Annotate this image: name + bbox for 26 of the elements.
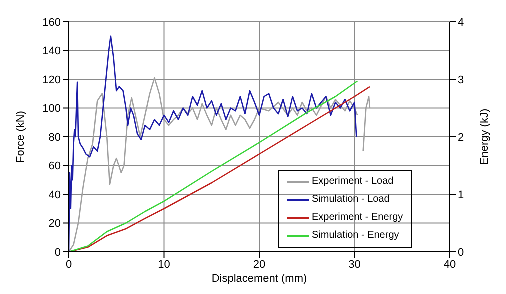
x-tick-label: 10	[158, 258, 170, 271]
y-tick-label: 60	[48, 160, 61, 173]
y-axis-title: Force (kN)	[14, 111, 27, 163]
y-tick-label: 140	[42, 46, 61, 58]
y-tick-label: 160	[42, 16, 61, 29]
x-tick-label: 30	[348, 258, 361, 271]
y2-tick-label: 1	[458, 189, 464, 202]
y2-tick-label: 3	[458, 74, 464, 86]
legend-label: Experiment - Load	[312, 175, 394, 189]
legend-label: Simulation - Energy	[312, 229, 400, 243]
legend-label: Experiment - Energy	[312, 211, 404, 225]
y-tick-label: 40	[48, 189, 61, 202]
x-tick-label: 20	[253, 258, 266, 271]
x-tick-label: 40	[444, 258, 456, 271]
y2-axis-title: Energy (kJ)	[478, 108, 491, 166]
y-tick-label: 120	[42, 74, 61, 86]
y2-tick-label: 4	[458, 16, 464, 29]
x-tick-label: 0	[66, 258, 72, 271]
x-axis-title: Displacement (mm)	[212, 273, 308, 285]
y2-tick-label: 0	[458, 246, 464, 259]
y-tick-label: 20	[48, 218, 61, 230]
legend-label: Simulation - Load	[312, 193, 390, 207]
y-tick-label: 0	[54, 246, 61, 259]
y-tick-label: 100	[42, 103, 61, 116]
y2-tick-label: 2	[458, 132, 464, 144]
y-tick-label: 80	[48, 132, 61, 144]
